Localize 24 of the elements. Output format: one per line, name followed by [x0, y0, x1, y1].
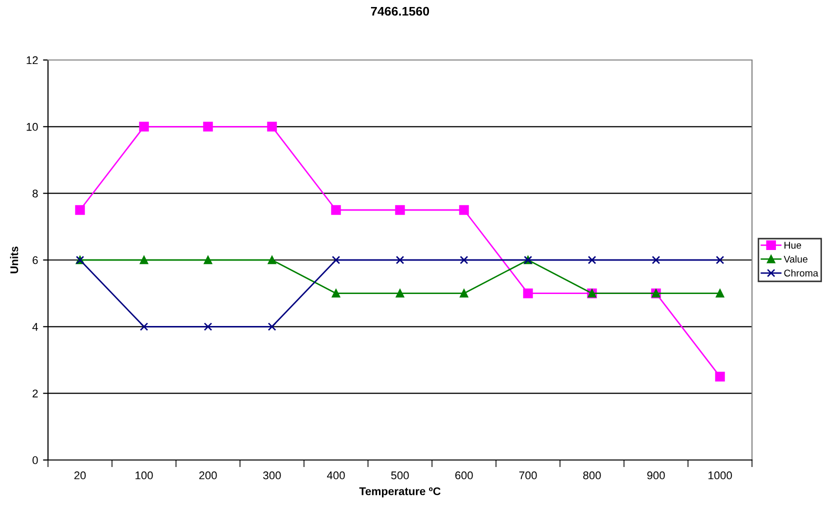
x-tick-label: 900	[647, 471, 665, 480]
legend-label: Value	[784, 255, 808, 263]
x-tick-label: 100	[136, 471, 153, 480]
x-tick-label: 300	[263, 471, 281, 480]
x-tick-label: 700	[519, 471, 537, 480]
y-tick-label: 2	[32, 390, 38, 398]
legend-label: Hue	[784, 242, 802, 249]
x-axis-title: Temperature ºC	[359, 487, 441, 498]
y-tick-label: 8	[32, 190, 38, 198]
y-tick-label: 6	[32, 256, 38, 264]
y-tick-label: 10	[26, 122, 38, 131]
y-tick-label: 12	[26, 56, 38, 64]
chart-title: 7466.1560	[370, 6, 430, 16]
y-axis-title: Units	[10, 246, 18, 274]
x-tick-label: 600	[455, 471, 473, 480]
legend-label: Chroma	[784, 269, 818, 277]
y-tick-label: 0	[32, 456, 38, 464]
x-tick-label: 200	[199, 471, 217, 480]
x-tick-label: 20	[74, 471, 86, 480]
x-tick-label: 500	[391, 471, 409, 480]
x-tick-label: 800	[583, 471, 601, 480]
x-tick-label: 1000	[708, 471, 732, 480]
y-tick-label: 4	[32, 323, 38, 331]
x-tick-label: 400	[326, 471, 345, 480]
